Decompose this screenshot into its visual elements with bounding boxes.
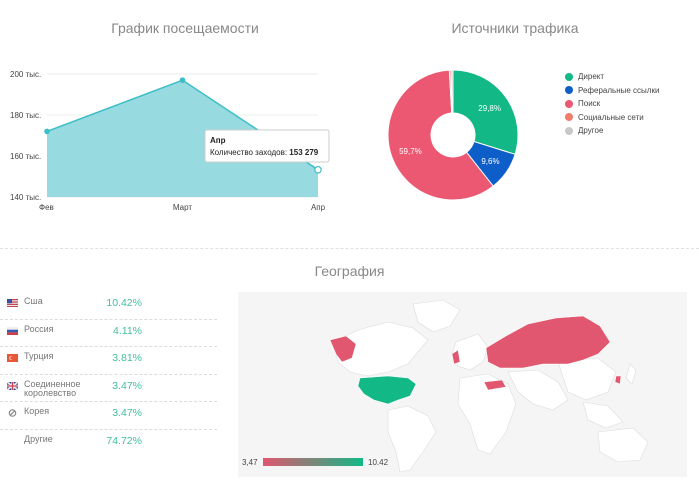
geo-country-name: Другие bbox=[24, 433, 53, 444]
geography-table: Сша 10.42% Россия 4.11% Турция 3.81% Сое… bbox=[0, 292, 217, 457]
y-tick-label: 180 тыс. bbox=[10, 111, 41, 120]
legend-item-social[interactable]: Социальные сети bbox=[565, 111, 659, 125]
traffic-legend: Директ Реферальные ссылки Поиск Социальн… bbox=[565, 70, 659, 138]
map-japan bbox=[625, 363, 637, 385]
geo-country-name: Турция bbox=[24, 351, 54, 361]
map-scale-min: 3,47 bbox=[242, 458, 258, 467]
geo-country-value: 3.81% bbox=[112, 352, 142, 364]
area-fill bbox=[47, 80, 318, 197]
map-turkey bbox=[483, 379, 507, 391]
map-southeast-asia bbox=[582, 401, 624, 429]
pie-data-label: 9,6% bbox=[481, 157, 499, 166]
geo-country-name: Соединенное королевство bbox=[24, 378, 81, 398]
tr-flag-icon bbox=[7, 354, 18, 362]
x-tick-label: Апр bbox=[311, 203, 326, 212]
pie-data-label: 59,7% bbox=[399, 147, 422, 156]
data-point[interactable] bbox=[44, 128, 50, 135]
no-flag-icon bbox=[8, 409, 17, 417]
tooltip-value: 153 279 bbox=[289, 148, 318, 157]
pie-slice[interactable] bbox=[387, 69, 494, 201]
traffic-sources-title: Источники трафика bbox=[451, 20, 579, 36]
legend-label: Поиск bbox=[578, 99, 601, 109]
y-tick-label: 200 тыс. bbox=[10, 70, 41, 79]
data-point[interactable] bbox=[179, 77, 186, 83]
legend-item-other[interactable]: Другое bbox=[565, 124, 659, 138]
pie-slice[interactable] bbox=[450, 69, 454, 114]
legend-dot-search bbox=[565, 99, 573, 108]
legend-dot-other bbox=[565, 126, 573, 135]
world-map[interactable] bbox=[238, 292, 687, 477]
section-divider bbox=[0, 248, 699, 249]
y-tick-label: 160 тыс. bbox=[10, 152, 41, 161]
legend-label: Социальные сети bbox=[578, 112, 644, 122]
legend-dot-direct bbox=[565, 72, 573, 81]
geography-title: География bbox=[314, 263, 385, 279]
geo-row-usa[interactable]: Сша 10.42% bbox=[0, 292, 217, 320]
legend-item-referral[interactable]: Реферальные ссылки bbox=[565, 84, 659, 98]
geo-country-value: 10.42% bbox=[106, 297, 142, 309]
map-south-america bbox=[387, 405, 437, 473]
map-middle-east bbox=[507, 369, 569, 411]
tooltip-box bbox=[204, 129, 330, 163]
legend-dot-referral bbox=[565, 86, 573, 95]
tooltip-label: Апр bbox=[210, 136, 226, 145]
map-greenland bbox=[412, 299, 461, 333]
map-russia bbox=[485, 315, 611, 369]
x-tick-label: Фев bbox=[39, 203, 54, 212]
pie-data-label: 29,8% bbox=[478, 104, 501, 113]
pie-slice[interactable] bbox=[452, 69, 519, 155]
data-point[interactable] bbox=[314, 165, 322, 174]
geo-country-name: Россия bbox=[24, 323, 54, 334]
traffic-donut-chart[interactable]: 29,8% 9,6% 59,7% bbox=[380, 60, 530, 210]
map-alaska bbox=[329, 335, 357, 363]
map-countries bbox=[332, 299, 649, 473]
uk-flag-icon bbox=[7, 381, 18, 390]
geo-row-other[interactable]: Другие 74.72% bbox=[0, 430, 217, 458]
geo-country-name: Сша bbox=[24, 296, 43, 306]
map-canada bbox=[332, 321, 429, 377]
geo-country-name: Корея bbox=[24, 406, 50, 416]
legend-item-search[interactable]: Поиск bbox=[565, 97, 659, 111]
geo-country-value: 3.47% bbox=[112, 379, 142, 392]
visits-chart-title: График посещаемости bbox=[111, 20, 259, 36]
legend-dot-social bbox=[565, 113, 573, 122]
legend-label: Реферальные ссылки bbox=[578, 85, 660, 95]
visits-area-chart[interactable]: 200 тыс. 180 тыс. 160 тыс. 140 тыс.Фев Март А… bbox=[0, 50, 345, 225]
map-scale-bar bbox=[263, 458, 363, 466]
map-usa bbox=[357, 375, 417, 405]
map-korea bbox=[614, 375, 622, 385]
map-australia bbox=[597, 427, 649, 463]
geo-row-korea[interactable]: Корея 3.47% bbox=[0, 402, 217, 430]
ru-flag-icon bbox=[7, 326, 18, 335]
legend-label: Директ bbox=[578, 72, 605, 82]
map-africa bbox=[457, 373, 517, 455]
legend-label: Другое bbox=[578, 126, 604, 136]
map-scale-max: 10.42 bbox=[368, 458, 389, 467]
x-tick-label: Март bbox=[173, 203, 192, 212]
chart-tooltip: Апр Количество заходов: 153 279 bbox=[204, 129, 330, 163]
map-uk bbox=[451, 349, 461, 365]
tooltip-metric: Количество заходов: 153 279 bbox=[210, 148, 319, 157]
geo-country-value: 3.47% bbox=[112, 407, 142, 419]
geo-country-value: 4.11% bbox=[113, 324, 142, 337]
legend-item-direct[interactable]: Директ bbox=[565, 70, 659, 84]
map-east-asia bbox=[557, 357, 617, 401]
geo-row-russia[interactable]: Россия 4.11% bbox=[0, 320, 217, 347]
us-flag-icon bbox=[7, 299, 18, 307]
geo-row-uk[interactable]: Соединенное королевство 3.47% bbox=[0, 375, 217, 402]
geo-country-value: 74.72% bbox=[106, 434, 142, 447]
y-tick-label: 140 тыс. bbox=[10, 193, 41, 202]
geo-row-turkey[interactable]: Турция 3.81% bbox=[0, 347, 217, 375]
